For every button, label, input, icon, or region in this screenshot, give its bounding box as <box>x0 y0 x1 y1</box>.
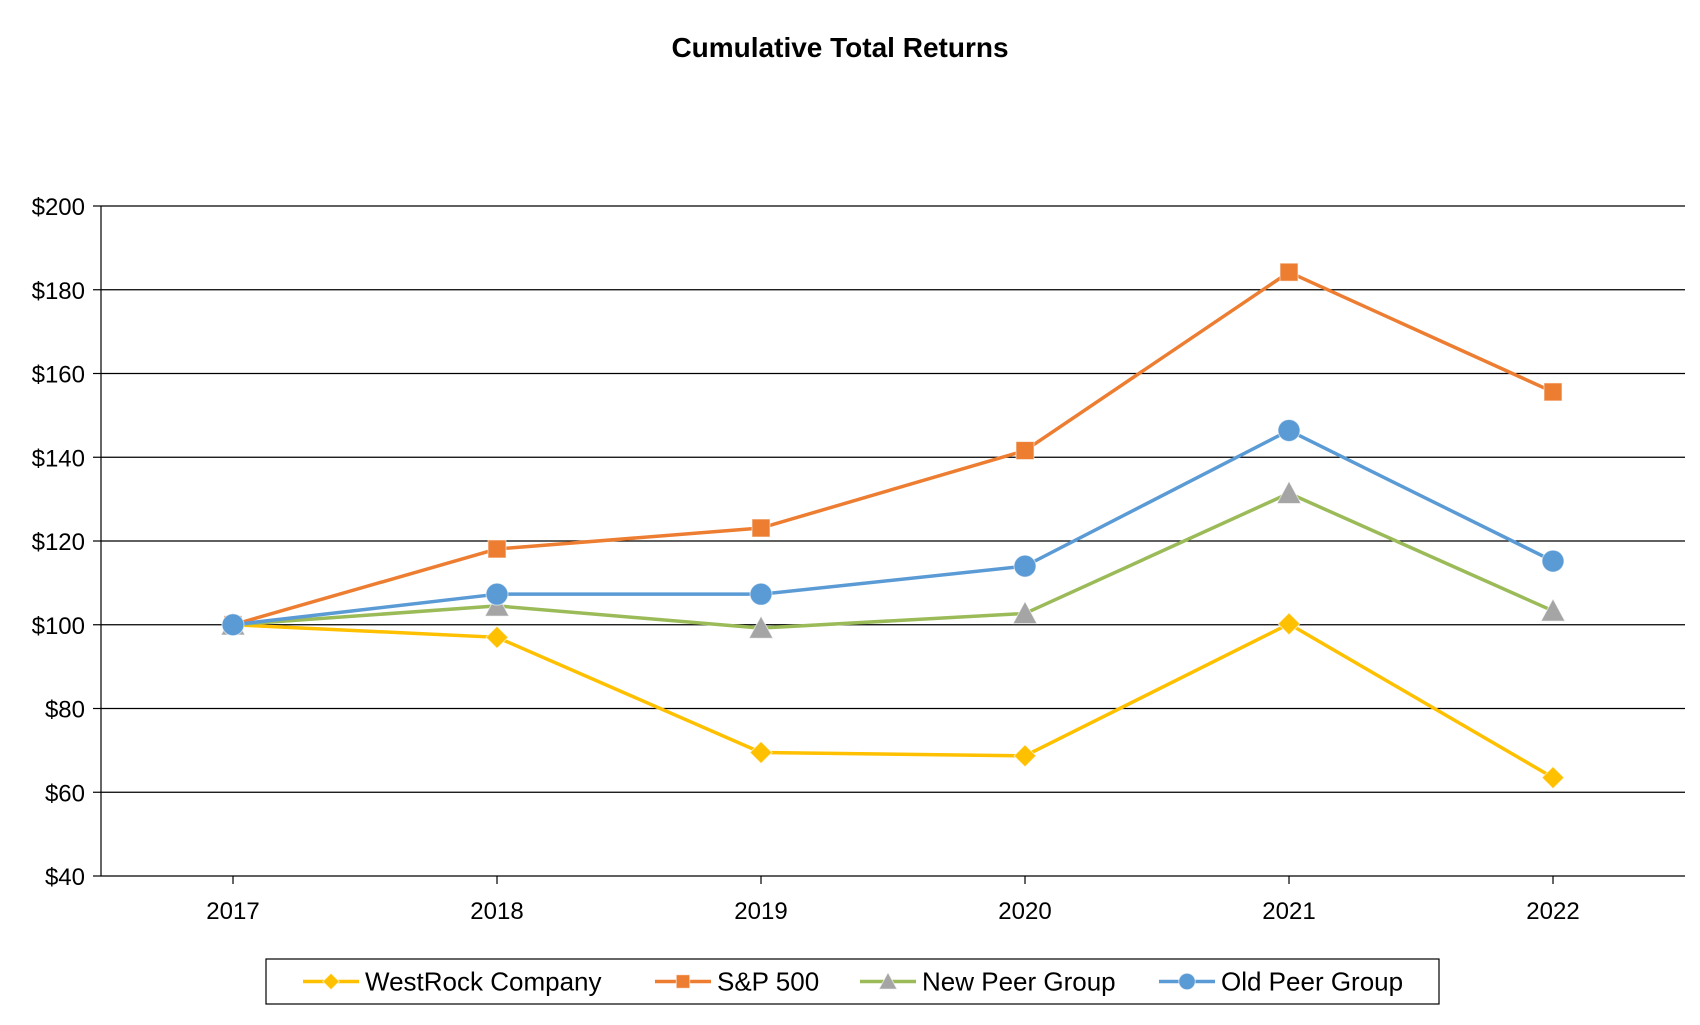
data-point <box>1541 765 1565 790</box>
legend-item: New Peer Group <box>860 967 1116 997</box>
y-tick-label: $80 <box>45 697 85 724</box>
x-tick-label: 2021 <box>1262 898 1315 925</box>
axes <box>93 205 1685 884</box>
legend-marker <box>878 971 898 990</box>
legend-item: WestRock Company <box>303 967 602 997</box>
data-point <box>1015 441 1035 461</box>
y-tick-label: $140 <box>32 445 85 472</box>
data-point <box>1012 600 1038 625</box>
grid-lines <box>101 205 1685 793</box>
x-tick-label: 2022 <box>1526 898 1579 925</box>
data-point <box>1013 744 1037 768</box>
x-tick-label: 2020 <box>998 898 1051 925</box>
data-point <box>749 582 773 606</box>
legend-label: Old Peer Group <box>1221 967 1403 997</box>
series-lines <box>220 262 1566 790</box>
data-point <box>751 518 771 538</box>
x-tick-label: 2019 <box>734 898 787 925</box>
series-line <box>232 491 1554 630</box>
x-tick-label: 2017 <box>206 898 259 925</box>
data-point <box>485 582 509 606</box>
legend-item: S&P 500 <box>655 967 819 997</box>
data-point <box>485 625 509 650</box>
legend: WestRock Company S&P 500 New Peer Group Old… <box>265 958 1440 1005</box>
y-tick-label: $60 <box>45 780 85 807</box>
series-line <box>232 428 1554 627</box>
data-point <box>1277 418 1301 442</box>
data-point <box>748 615 774 639</box>
legend-label: New Peer Group <box>922 967 1116 997</box>
chart-title: Cumulative Total Returns <box>671 32 1008 63</box>
legend-marker <box>1178 972 1196 991</box>
legend-label: S&P 500 <box>717 967 819 997</box>
x-tick-label: 2018 <box>470 898 523 925</box>
data-point <box>1276 480 1302 504</box>
data-point <box>749 740 773 765</box>
y-tick-label: $120 <box>32 529 85 556</box>
x-axis-ticks: 2017 2018 2019 2020 2021 2022 <box>206 898 1579 925</box>
series-old-peer-group <box>221 418 1565 637</box>
data-point <box>221 613 245 637</box>
y-tick-label: $200 <box>32 194 85 221</box>
series-westrock-company <box>221 612 1565 790</box>
series-new-peer-group <box>220 480 1566 639</box>
y-axis-ticks: $40 $60 $80 $100 $120 $140 $160 $180 $200 <box>32 194 85 891</box>
legend-marker <box>322 972 340 991</box>
legend-marker <box>675 974 691 989</box>
legend-label: WestRock Company <box>365 967 602 997</box>
data-point <box>1540 597 1566 622</box>
series-line <box>232 622 1554 780</box>
data-point <box>1279 262 1299 282</box>
data-point <box>1013 554 1037 578</box>
legend-box <box>265 958 1440 1005</box>
y-tick-label: $160 <box>32 362 85 389</box>
data-point <box>487 539 507 559</box>
series-s-p-500 <box>223 262 1563 635</box>
y-tick-label: $40 <box>45 864 85 891</box>
series-line <box>232 270 1554 627</box>
data-point <box>1543 382 1563 402</box>
data-point <box>1277 612 1301 636</box>
y-tick-label: $180 <box>32 278 85 305</box>
data-point <box>1541 549 1565 573</box>
legend-item: Old Peer Group <box>1159 967 1403 997</box>
y-tick-label: $100 <box>32 613 85 640</box>
